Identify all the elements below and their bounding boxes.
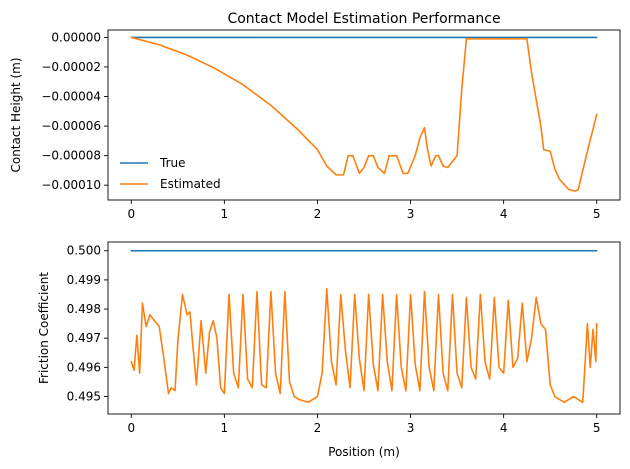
top-y-tick-label: −0.00006: [41, 119, 101, 133]
top-x-tick-label: 5: [593, 207, 601, 221]
bottom-y-tick-label: 0.496: [67, 360, 101, 374]
legend: True Estimated: [120, 156, 221, 191]
bottom-axes-frame: [107, 241, 621, 415]
bottom-x-tick-label: 1: [221, 421, 229, 435]
top-axes-frame: [107, 29, 621, 201]
top-y-axis-label: Contact Height (m): [9, 57, 23, 172]
top-x-tick-label: 3: [407, 207, 415, 221]
top-y-tick-label: −0.00002: [41, 60, 101, 74]
top-x-tick-label: 4: [500, 207, 508, 221]
bottom-x-tick-label: 3: [407, 421, 415, 435]
bottom-x-tick-label: 0: [127, 421, 135, 435]
legend-label-estimated: Estimated: [160, 177, 221, 191]
bottom-x-tick-label: 4: [500, 421, 508, 435]
bottom-series-estimated-line: [130, 287, 598, 404]
top-y-tick-label: −0.00008: [41, 149, 101, 163]
bottom-x-tick-label: 5: [593, 421, 601, 435]
bottom-y-tick-label: 0.498: [67, 302, 101, 316]
bottom-y-tick-label: 0.499: [67, 273, 101, 287]
top-x-tick-label: 2: [314, 207, 322, 221]
top-x-tick-label: 0: [127, 207, 135, 221]
bottom-x-tick-label: 2: [314, 421, 322, 435]
top-y-tick-label: −0.00004: [41, 90, 101, 104]
bottom-y-tick-label: 0.497: [67, 331, 101, 345]
bottom-axes: 0 1 2 3 4 5 0.495 0.496 0.497 0.498 0.499 0.500 Fric…: [37, 241, 621, 459]
top-y-tick-label: 0.00000: [51, 30, 101, 44]
bottom-y-tick-label: 0.500: [67, 244, 101, 258]
bottom-y-axis-label: Friction Coefficient: [37, 272, 51, 384]
top-axes: 0 1 2 3 4 5 0.00000 −0.00002 −0.00004 −0.00006 −0.…: [9, 29, 621, 221]
legend-label-true: True: [159, 156, 186, 170]
top-y-tick-label: −0.00010: [41, 178, 101, 192]
top-x-tick-label: 1: [221, 207, 229, 221]
chart-title: Contact Model Estimation Performance: [227, 11, 500, 27]
bottom-y-tick-label: 0.495: [67, 390, 101, 404]
bottom-x-axis-label: Position (m): [328, 445, 400, 459]
top-series-estimated-line: [130, 36, 598, 192]
